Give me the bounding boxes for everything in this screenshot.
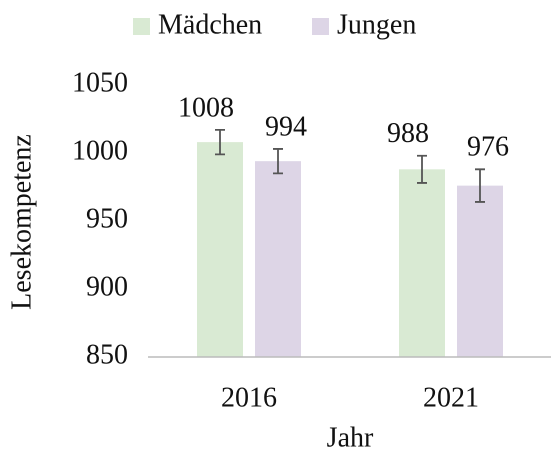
legend-swatch — [133, 18, 150, 35]
error-bar — [273, 148, 283, 175]
data-label: 994 — [265, 111, 307, 142]
legend-swatch — [312, 18, 329, 35]
data-label: 1008 — [178, 92, 234, 123]
y-axis-label: Lesekompetenz — [6, 134, 37, 310]
y-tick-label: 850 — [86, 339, 128, 370]
legend-label: Jungen — [337, 9, 416, 40]
x-tick-label: 2021 — [423, 382, 479, 413]
x-axis-label: Jahr — [327, 422, 374, 453]
y-tick-label: 950 — [86, 203, 128, 234]
x-tick-label: 2016 — [221, 382, 277, 413]
error-bar — [215, 128, 225, 156]
error-bar — [417, 154, 427, 184]
data-label: 988 — [387, 118, 429, 149]
bar — [399, 169, 445, 357]
bar — [255, 161, 301, 357]
y-tick-label: 1000 — [72, 135, 128, 166]
y-tick-label: 1050 — [72, 67, 128, 98]
error-bar — [475, 168, 485, 203]
data-label: 976 — [467, 132, 509, 163]
bar — [457, 185, 503, 357]
bar — [197, 142, 243, 357]
y-tick-label: 900 — [86, 271, 128, 302]
legend-label: Mädchen — [158, 9, 262, 40]
